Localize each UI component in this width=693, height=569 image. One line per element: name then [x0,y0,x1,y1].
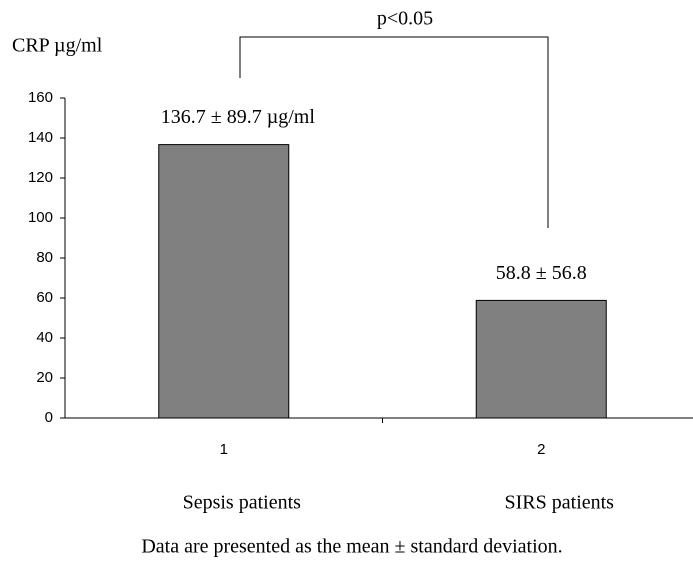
bar [158,144,290,419]
group-label: Sepsis patients [183,492,302,514]
y-tick-label: 40 [36,329,53,346]
x-tick-label: 1 [220,441,228,458]
significance-bracket [239,36,549,228]
y-tick-label: 160 [28,89,53,106]
value-label: 58.8 ± 56.8 [496,262,587,284]
y-tick-label: 0 [45,409,53,426]
y-axis-label: CRP µg/ml [12,35,103,57]
group-label: SIRS patients [505,492,615,514]
significance-annotation: p<0.05 [377,8,433,30]
x-tick-label: 2 [537,441,545,458]
y-tick-label: 100 [28,209,53,226]
y-tick-label: 80 [36,249,53,266]
y-tick-label: 120 [28,169,53,186]
y-tick-label: 140 [28,129,53,146]
bar [475,299,607,419]
footnote: Data are presented as the mean ± standar… [141,536,562,558]
y-tick-label: 60 [36,289,53,306]
y-tick-label: 20 [36,369,53,386]
value-label: 136.7 ± 89.7 µg/ml [161,106,316,128]
